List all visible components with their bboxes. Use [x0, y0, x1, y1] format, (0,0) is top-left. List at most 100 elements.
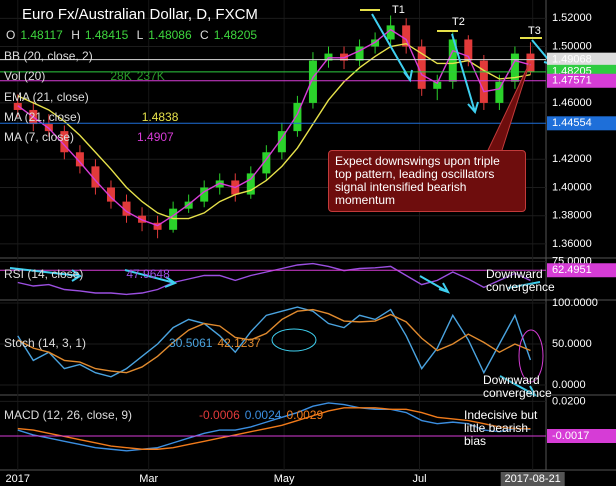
- candle-body: [510, 53, 519, 82]
- study-name: BB (20, close, 2): [4, 49, 93, 63]
- y-tick-label: 1.42000: [552, 153, 592, 165]
- series-line: [17, 28, 531, 227]
- candle-body: [122, 201, 131, 216]
- study-readout: 237K: [136, 69, 165, 83]
- study-legend[interactable]: MA (7, close) 1.4907: [4, 130, 179, 144]
- chart-title: Euro Fx/Australian Dollar, D, FXCM: [22, 6, 258, 23]
- series-line: [17, 407, 531, 450]
- candle-body: [200, 187, 209, 202]
- study-readout: 30.5061: [169, 336, 213, 350]
- candle-body: [75, 152, 84, 167]
- y-tick-label: 50.0000: [552, 338, 592, 350]
- panel-title: RSI (14, close): [4, 267, 84, 281]
- candle-body: [417, 46, 426, 89]
- price-label-box: [547, 73, 616, 88]
- candle-body: [448, 39, 457, 82]
- candle-body: [324, 53, 333, 61]
- y-tick-label: 1.40000: [552, 181, 592, 193]
- y-tick-label: 100.0000: [552, 297, 598, 309]
- study-name: EMA (21, close): [4, 90, 89, 104]
- x-tick-label: 2017-08-21: [505, 473, 561, 485]
- annotation: Downward convergence: [486, 267, 555, 294]
- highlight-ellipse: [518, 329, 544, 383]
- series-line: [17, 308, 531, 374]
- arrow: [9, 267, 82, 282]
- ohlc-row: O 1.48117 H 1.48415 L 1.48086 C 1.48205: [6, 28, 262, 42]
- annotation: T1: [392, 4, 405, 16]
- price-label: 1.49068: [552, 54, 592, 66]
- candle-body: [464, 39, 473, 61]
- annotation: Downward convergence: [483, 373, 552, 400]
- study-name: Vol (20): [4, 69, 46, 83]
- highlight-ellipse: [271, 328, 317, 352]
- ohlc-label: H: [71, 28, 80, 42]
- price-label: 1.47571: [552, 75, 592, 87]
- arrow: [499, 375, 538, 397]
- panel-legend[interactable]: RSI (14, close) 47.9648: [4, 267, 175, 281]
- y-tick-label: 0.0000: [552, 379, 586, 391]
- study-legend[interactable]: MA (21, close) 1.4838: [4, 110, 183, 124]
- study-legend[interactable]: BB (20, close, 2): [4, 49, 98, 63]
- panel-legend[interactable]: MACD (12, 26, close, 9) -0.0006 0.0024 0.00…: [4, 408, 328, 422]
- study-readout: 1.4907: [137, 130, 174, 144]
- candle-body: [169, 208, 178, 230]
- candle-body: [277, 131, 286, 153]
- study-name: MA (21, close): [4, 110, 81, 124]
- y-tick-label: 0.0200: [552, 395, 586, 407]
- y-tick-label: 1.50000: [552, 40, 592, 52]
- drawn-arrows: [9, 13, 554, 397]
- arrow: [451, 33, 479, 115]
- price-label-box: [547, 263, 616, 278]
- ohlc-value: 1.48117: [20, 28, 63, 42]
- ohlc-label: C: [200, 28, 209, 42]
- candle-body: [262, 152, 271, 174]
- candle-body: [355, 46, 364, 61]
- study-readout: 42.1237: [217, 336, 261, 350]
- candle-body: [433, 81, 442, 89]
- panel-title: MACD (12, 26, close, 9): [4, 408, 133, 422]
- x-tick-label: Jul: [412, 473, 426, 485]
- arrow: [419, 275, 451, 294]
- candle-body: [402, 25, 411, 47]
- ohlc-value: 1.48415: [84, 28, 129, 42]
- y-tick-label: 1.36000: [552, 238, 592, 250]
- candle-body: [106, 187, 115, 202]
- y-tick-label: 1.52000: [552, 12, 592, 24]
- study-legend[interactable]: Vol (20) 28K 237K: [4, 69, 170, 83]
- study-name: MA (7, close): [4, 130, 75, 144]
- study-readout: 28K: [110, 69, 132, 83]
- y-tick-label: 1.46000: [552, 97, 592, 109]
- annotation: T3: [528, 25, 541, 37]
- study-readout: 1.4838: [141, 110, 179, 124]
- callout: Expect downswings upon triple top patter…: [328, 150, 526, 212]
- study-readout: -0.0006: [199, 408, 240, 422]
- ohlc-value: 1.48086: [148, 28, 192, 42]
- price-label: 1.44554: [552, 117, 592, 129]
- arrow: [124, 269, 178, 288]
- panel-legend[interactable]: Stoch (14, 3, 1) 30.5061 42.1237: [4, 336, 266, 350]
- candle-body: [293, 102, 302, 132]
- x-tick-label: Mar: [139, 473, 158, 485]
- x-tick-label: May: [274, 473, 295, 485]
- arrow: [507, 281, 541, 289]
- annotation: Indecisive but little bearish bias: [464, 408, 538, 448]
- date-box: [500, 472, 565, 486]
- ohlc-label: O: [6, 28, 16, 42]
- candle-body: [308, 60, 317, 103]
- price-label-box: [547, 52, 616, 67]
- study-readout: 0.0024: [244, 408, 282, 422]
- study-readout: 47.9648: [126, 267, 170, 281]
- y-tick-label: 1.38000: [552, 210, 592, 222]
- candle-body: [479, 60, 488, 103]
- price-label: -0.0017: [552, 430, 589, 442]
- candle-body: [91, 166, 100, 188]
- candle-body: [495, 81, 504, 103]
- study-legend[interactable]: EMA (21, close): [4, 90, 94, 104]
- panel-title: Stoch (14, 3, 1): [4, 336, 87, 350]
- study-readout: 0.0029: [286, 408, 324, 422]
- price-label: 62.4951: [552, 264, 592, 276]
- candle-body: [60, 131, 69, 153]
- series-line: [17, 42, 531, 220]
